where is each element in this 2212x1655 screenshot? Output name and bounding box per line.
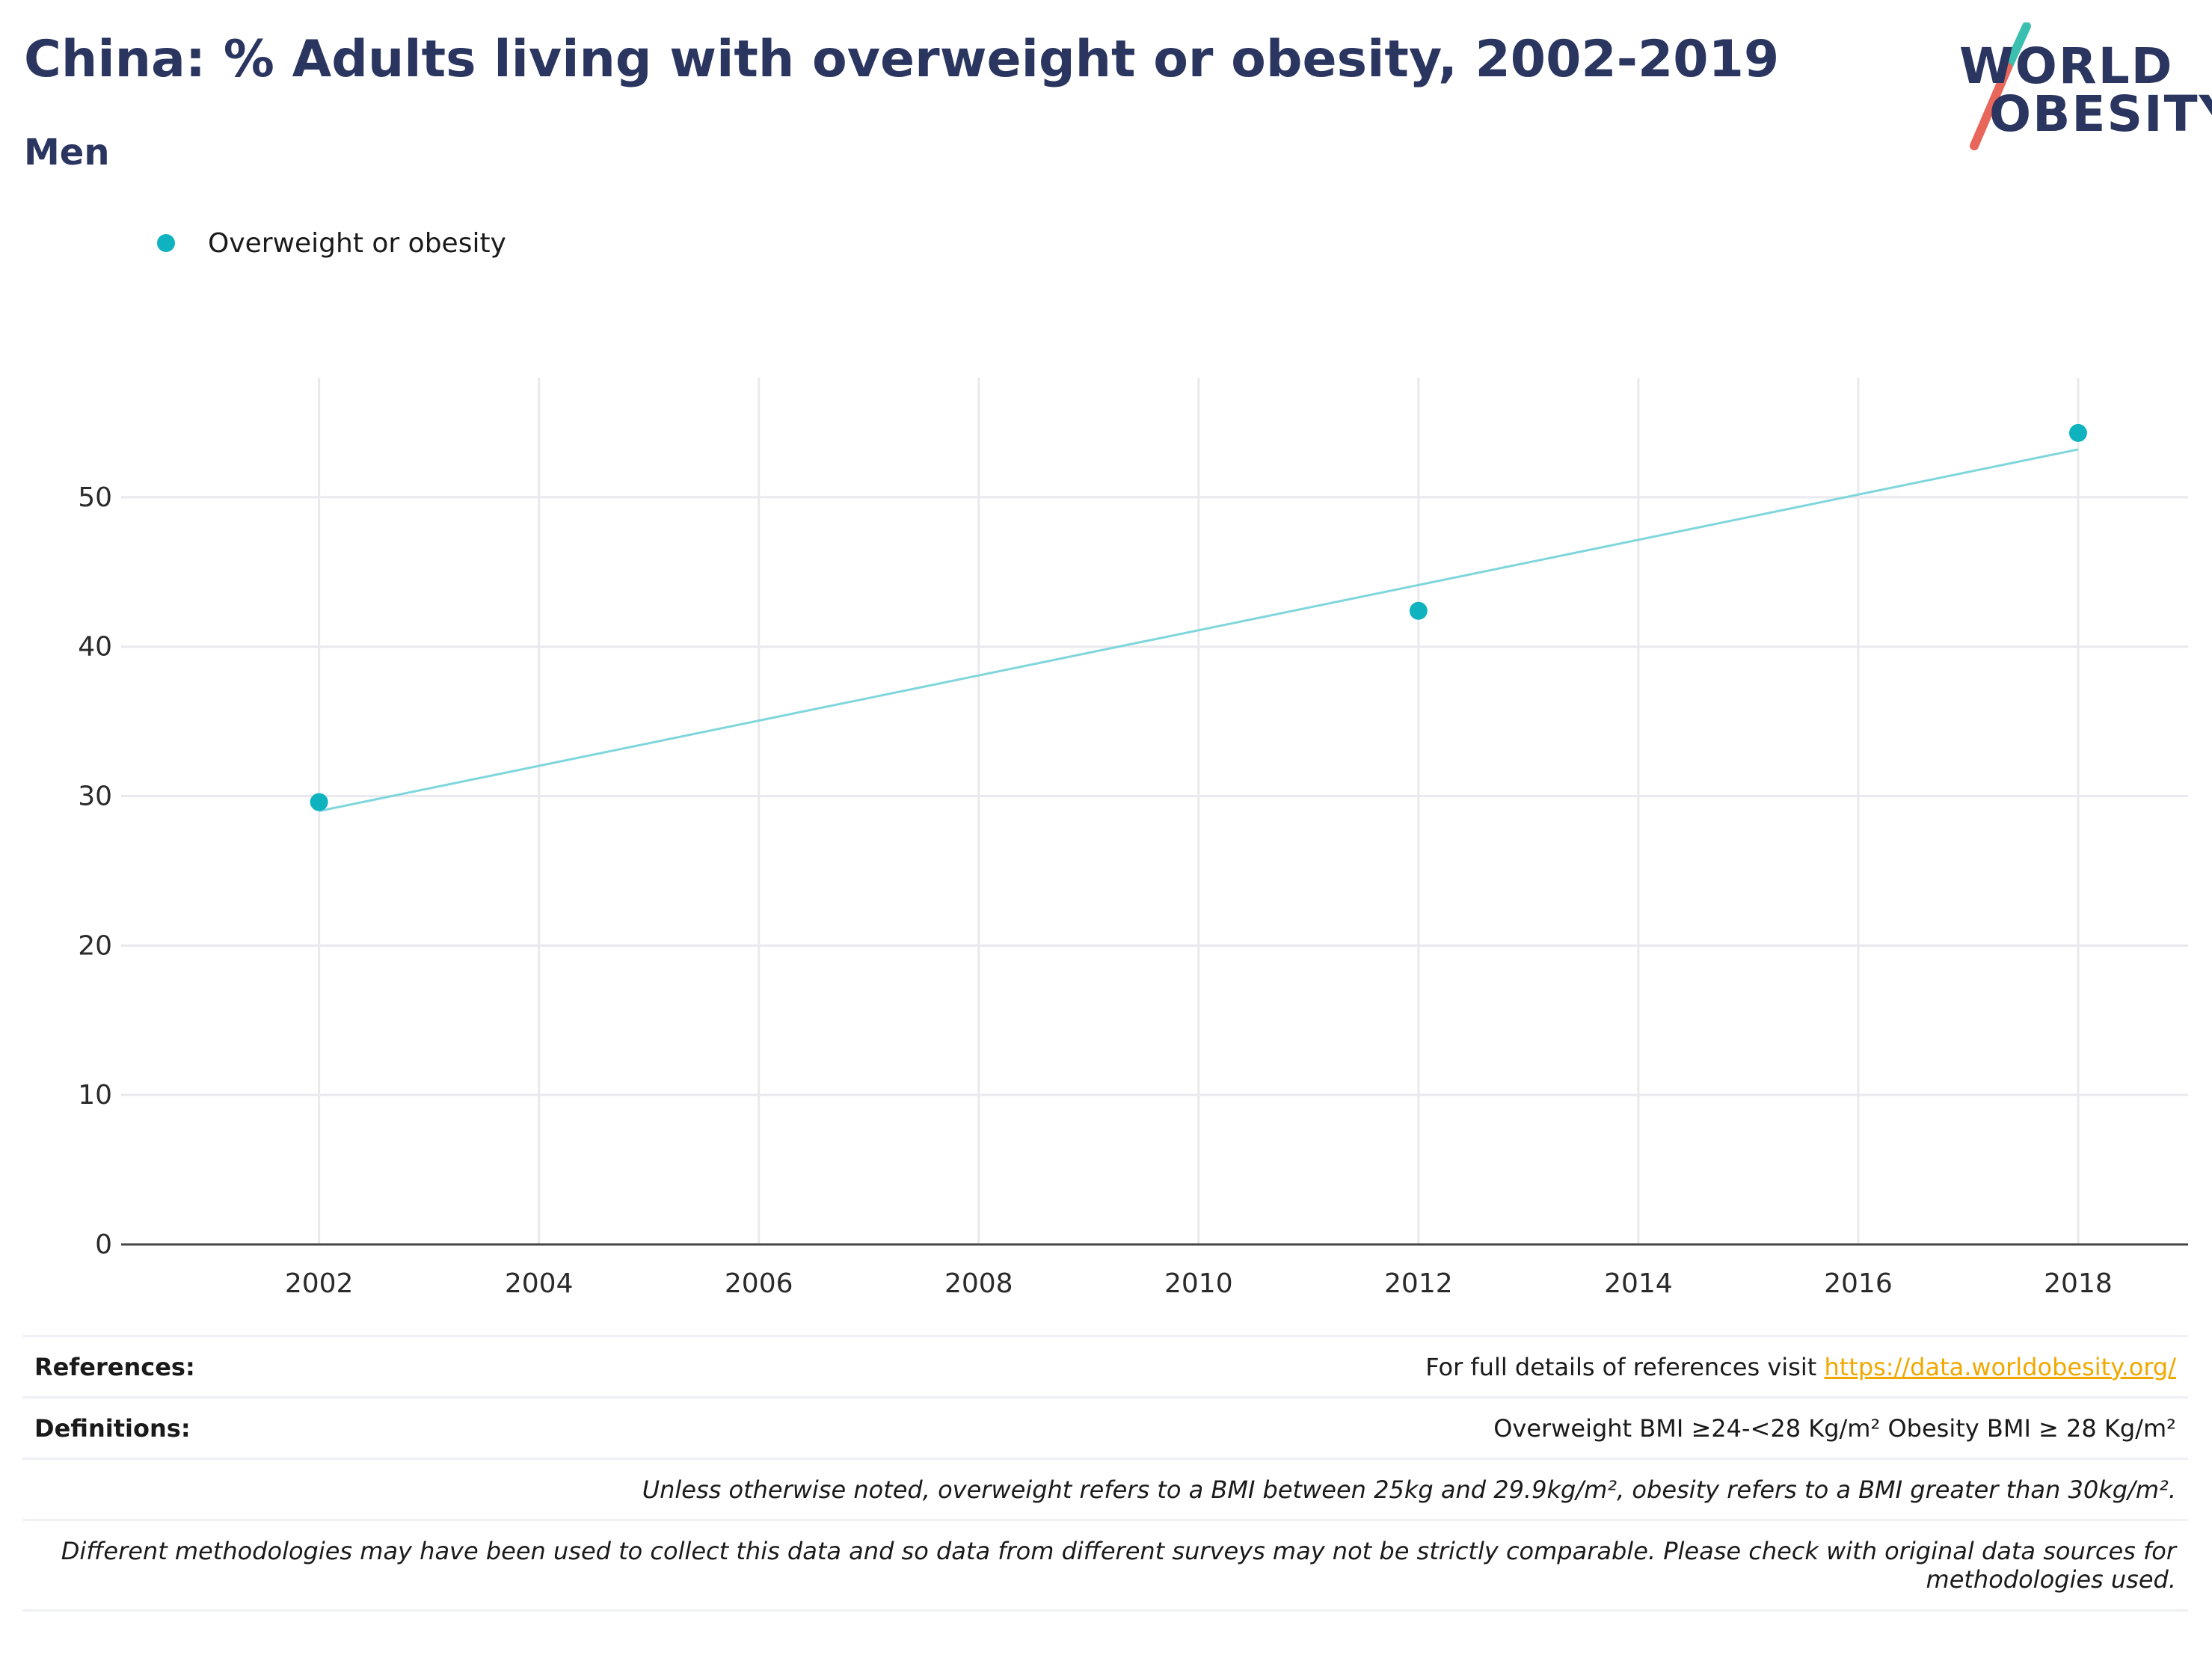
y-tick-label: 50 [78,482,112,513]
definitions-text: Overweight BMI ≥24-<28 Kg/m² Obesity BMI… [1493,1413,2176,1443]
bmi-note: Unless otherwise noted, overweight refer… [642,1475,2176,1504]
methodology-note-line2: methodologies used. [1926,1565,2176,1594]
logo-slash-icon [1970,22,2031,150]
x-tick-label: 2012 [1384,1268,1453,1299]
y-tick-label: 10 [78,1080,112,1111]
logo-text-obesity: OBESITY [1989,85,2212,143]
x-tick-label: 2016 [1824,1268,1893,1299]
references-label: References: [34,1352,195,1381]
x-tick-label: 2008 [944,1268,1013,1299]
footer-table: References: For full details of referenc… [22,1335,2188,1612]
data-point [2068,423,2087,442]
y-tick-label: 30 [78,782,112,812]
x-tick-label: 2002 [285,1268,354,1299]
methodology-note-line1: Different methodologies may have been us… [61,1537,2176,1565]
references-prefix: For full details of references visit [1425,1352,1825,1381]
logo-text-world: WORLD [1959,37,2174,95]
note-row-1: Unless otherwise noted, overweight refer… [22,1458,2188,1519]
references-row: References: For full details of referenc… [22,1335,2188,1396]
page-title: China: % Adults living with overweight o… [24,30,1780,89]
data-point [1409,601,1428,620]
methodology-note: Different methodologies may have been us… [61,1537,2176,1594]
x-tick-label: 2018 [2044,1268,2113,1299]
chart-legend[interactable]: Overweight or obesity [157,224,506,262]
y-tick-label: 20 [78,930,112,961]
x-tick-label: 2006 [725,1268,793,1299]
note-row-2: Different methodologies may have been us… [22,1519,2188,1612]
trend-line [319,448,2079,812]
definitions-row: Definitions: Overweight BMI ≥24-<28 Kg/m… [22,1396,2188,1458]
x-tick-label: 2004 [505,1268,574,1299]
legend-label: Overweight or obesity [208,227,506,259]
x-tick-label: 2014 [1604,1268,1673,1299]
references-link[interactable]: https://data.worldobesity.org/ [1824,1352,2176,1381]
references-text: For full details of references visit htt… [1425,1353,2176,1381]
legend-marker-icon [157,234,175,252]
data-point [310,793,328,811]
y-tick-label: 0 [95,1229,112,1260]
y-tick-label: 40 [78,632,112,663]
definitions-label: Definitions: [34,1413,191,1443]
x-tick-label: 2010 [1164,1268,1233,1299]
scatter-chart: 2002 2004 2006 2008 2010 2012 2014 2016 2018 0 10 2… [78,378,2188,1299]
world-obesity-logo: WORLD OBESITY [1944,22,2212,157]
page-subtitle: Men [24,132,110,174]
